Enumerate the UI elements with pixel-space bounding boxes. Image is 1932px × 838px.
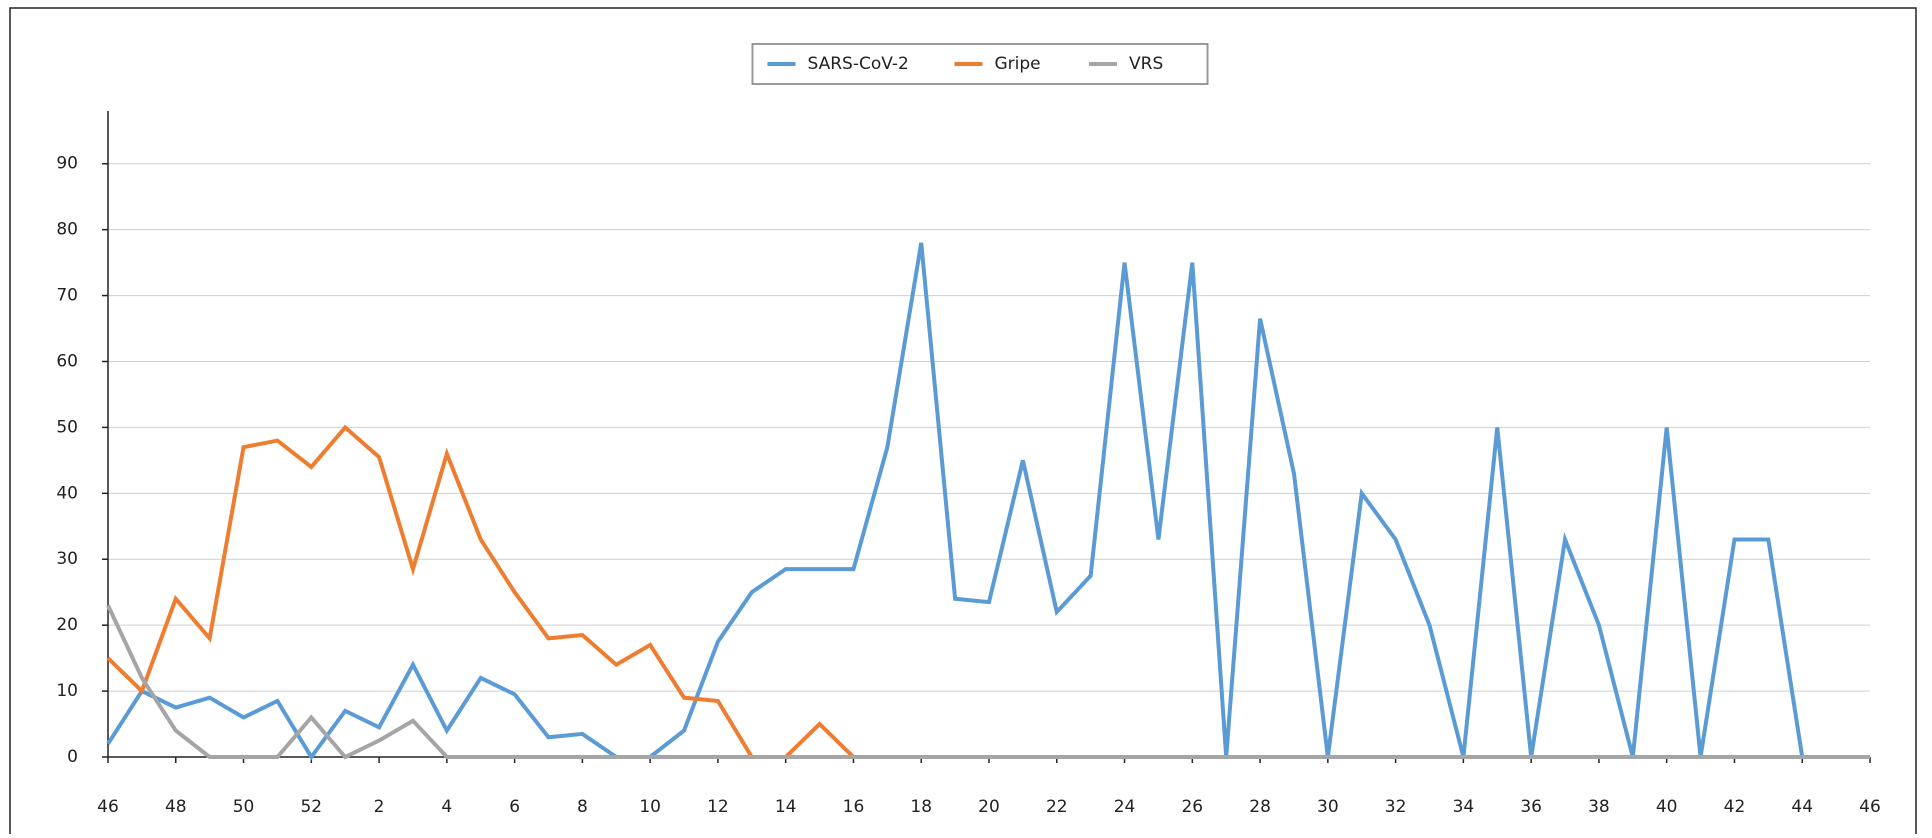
y-tick-label: 60 <box>56 351 78 371</box>
x-tick-label: 16 <box>843 797 865 817</box>
series-line <box>106 242 1870 761</box>
x-tick-label: 38 <box>1588 797 1610 817</box>
x-tick-label: 26 <box>1181 797 1203 817</box>
x-tick-label: 20 <box>978 797 1000 817</box>
y-tick-label: 40 <box>56 483 78 503</box>
y-tick-label: 30 <box>56 549 78 569</box>
legend-label: VRS <box>1129 54 1163 74</box>
x-tick-label: 46 <box>97 797 119 817</box>
y-tick-label: 70 <box>56 286 78 306</box>
x-tick-label: 34 <box>1453 797 1475 817</box>
x-tick-label: 46 <box>1859 797 1881 817</box>
x-tick-label: 48 <box>165 797 187 817</box>
y-tick-label: 0 <box>67 747 78 767</box>
legend-label: Gripe <box>995 54 1041 74</box>
x-tick-label: 28 <box>1249 797 1271 817</box>
y-tick-label: 90 <box>56 154 78 174</box>
x-tick-label: 24 <box>1114 797 1136 817</box>
x-tick-label: 44 <box>1791 797 1813 817</box>
x-tick-label: 2 <box>374 797 385 817</box>
x-tick-label: 18 <box>910 797 932 817</box>
y-tick-label: 50 <box>56 417 78 437</box>
x-tick-label: 52 <box>300 797 322 817</box>
series-line <box>106 604 1870 760</box>
x-tick-label: 6 <box>509 797 520 817</box>
x-tick-label: 12 <box>707 797 729 817</box>
x-tick-label: 50 <box>233 797 255 817</box>
legend-label: SARS-CoV-2 <box>808 54 909 74</box>
y-tick-label: 80 <box>56 220 78 240</box>
x-tick-label: 10 <box>639 797 661 817</box>
x-tick-label: 4 <box>441 797 452 817</box>
x-tick-label: 30 <box>1317 797 1339 817</box>
x-tick-label: 8 <box>577 797 588 817</box>
frame <box>9 7 1917 838</box>
y-tick-label: 20 <box>56 615 78 635</box>
x-tick-label: 32 <box>1385 797 1407 817</box>
x-tick-label: 14 <box>775 797 797 817</box>
y-tick-label: 10 <box>56 681 78 701</box>
x-tick-label: 22 <box>1046 797 1068 817</box>
legend: SARS-CoV-2 Gripe VRS <box>751 43 1209 85</box>
x-tick-label: 42 <box>1724 797 1746 817</box>
x-tick-label: 40 <box>1656 797 1678 817</box>
x-tick-label: 36 <box>1520 797 1542 817</box>
